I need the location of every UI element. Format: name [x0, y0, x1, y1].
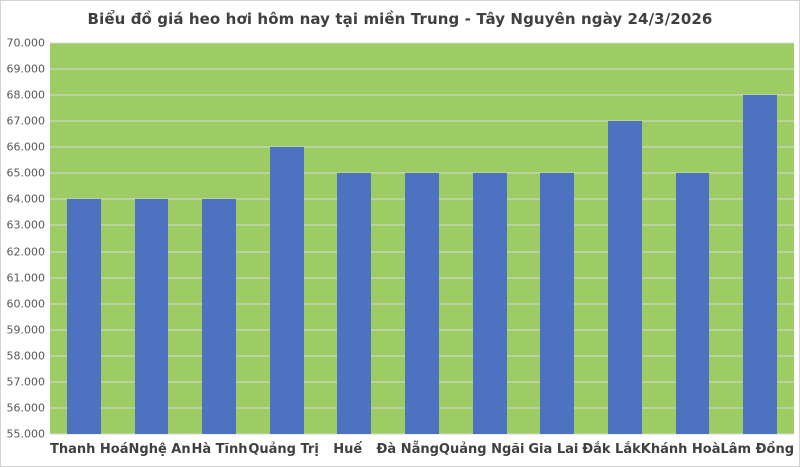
- y-tick-label: 66.000: [6, 140, 46, 154]
- bar-Huế: [337, 173, 372, 434]
- bar-Đà Nẵng: [405, 173, 439, 434]
- x-category-label: Đà Nẵng: [376, 442, 439, 457]
- y-tick-label: 56.000: [6, 401, 46, 415]
- y-tick-label: 57.000: [6, 375, 46, 389]
- gridline: [50, 94, 794, 96]
- plot-area: [50, 42, 794, 435]
- bar-Đắk Lắk: [608, 121, 642, 434]
- y-tick-label: 69.000: [6, 62, 46, 76]
- y-tick-label: 64.000: [6, 192, 46, 206]
- gridline: [50, 42, 794, 44]
- bar-slot: [185, 43, 253, 434]
- y-tick-label: 65.000: [6, 166, 46, 180]
- gridline: [50, 146, 794, 148]
- y-tick-label: 55.000: [6, 427, 46, 441]
- bar-slot: [523, 43, 591, 434]
- y-tick-label: 59.000: [6, 323, 46, 337]
- y-tick-label: 70.000: [6, 36, 46, 50]
- bar-Hà Tĩnh: [202, 199, 236, 434]
- gridline: [50, 120, 794, 122]
- x-category-label: Gia Lai: [528, 442, 579, 457]
- x-category-label: Lâm Đồng: [720, 442, 795, 457]
- bar-slot: [388, 43, 456, 434]
- bars-layer: [50, 43, 794, 434]
- y-tick-label: 63.000: [6, 218, 46, 232]
- bar-Nghệ An: [134, 199, 169, 434]
- bar-slot: [253, 43, 321, 434]
- x-axis: Thanh Hoá Nghệ An Hà Tĩnh Quảng Trị Huế Đà Nẵ…: [50, 434, 794, 462]
- x-category-label: Hà Tĩnh: [191, 442, 248, 457]
- bar-slot: [726, 43, 794, 434]
- y-tick-label: 67.000: [6, 114, 46, 128]
- bar-Lâm Đồng: [743, 95, 778, 434]
- bar-slot: [591, 43, 659, 434]
- y-tick-label: 60.000: [6, 297, 46, 311]
- x-category-label: Khánh Hoà: [640, 442, 721, 457]
- bar-slot: [659, 43, 727, 434]
- x-category-label: Đắk Lắk: [582, 442, 641, 457]
- x-category-label: Thanh Hoá: [50, 442, 129, 457]
- bar-Khánh Hoà: [675, 173, 710, 434]
- x-category-label: Quảng Ngãi: [438, 442, 525, 457]
- bar-slot: [321, 43, 389, 434]
- gridline: [50, 68, 794, 70]
- bar-slot: [456, 43, 524, 434]
- gridline: [50, 433, 794, 435]
- y-tick-label: 68.000: [6, 88, 46, 102]
- x-category-label: Nghệ An: [128, 442, 191, 457]
- y-tick-label: 58.000: [6, 349, 46, 363]
- x-category-label: Huế: [333, 442, 363, 457]
- bar-slot: [118, 43, 186, 434]
- gridline: [50, 172, 794, 174]
- bar-Thanh Hoá: [66, 199, 101, 434]
- y-axis: 70.000 69.000 68.000 67.000 66.000 65.000 64.0…: [1, 37, 46, 441]
- y-tick-label: 61.000: [6, 271, 46, 285]
- bar-slot: [50, 43, 118, 434]
- bar-Quảng Trị: [269, 147, 304, 434]
- y-tick-label: 62.000: [6, 245, 46, 259]
- bar-Quảng Ngãi: [472, 173, 507, 434]
- bar-Gia Lai: [540, 173, 575, 434]
- x-category-label: Quảng Trị: [248, 442, 319, 457]
- chart-title: Biểu đồ giá heo hơi hôm nay tại miền Tru…: [87, 10, 713, 28]
